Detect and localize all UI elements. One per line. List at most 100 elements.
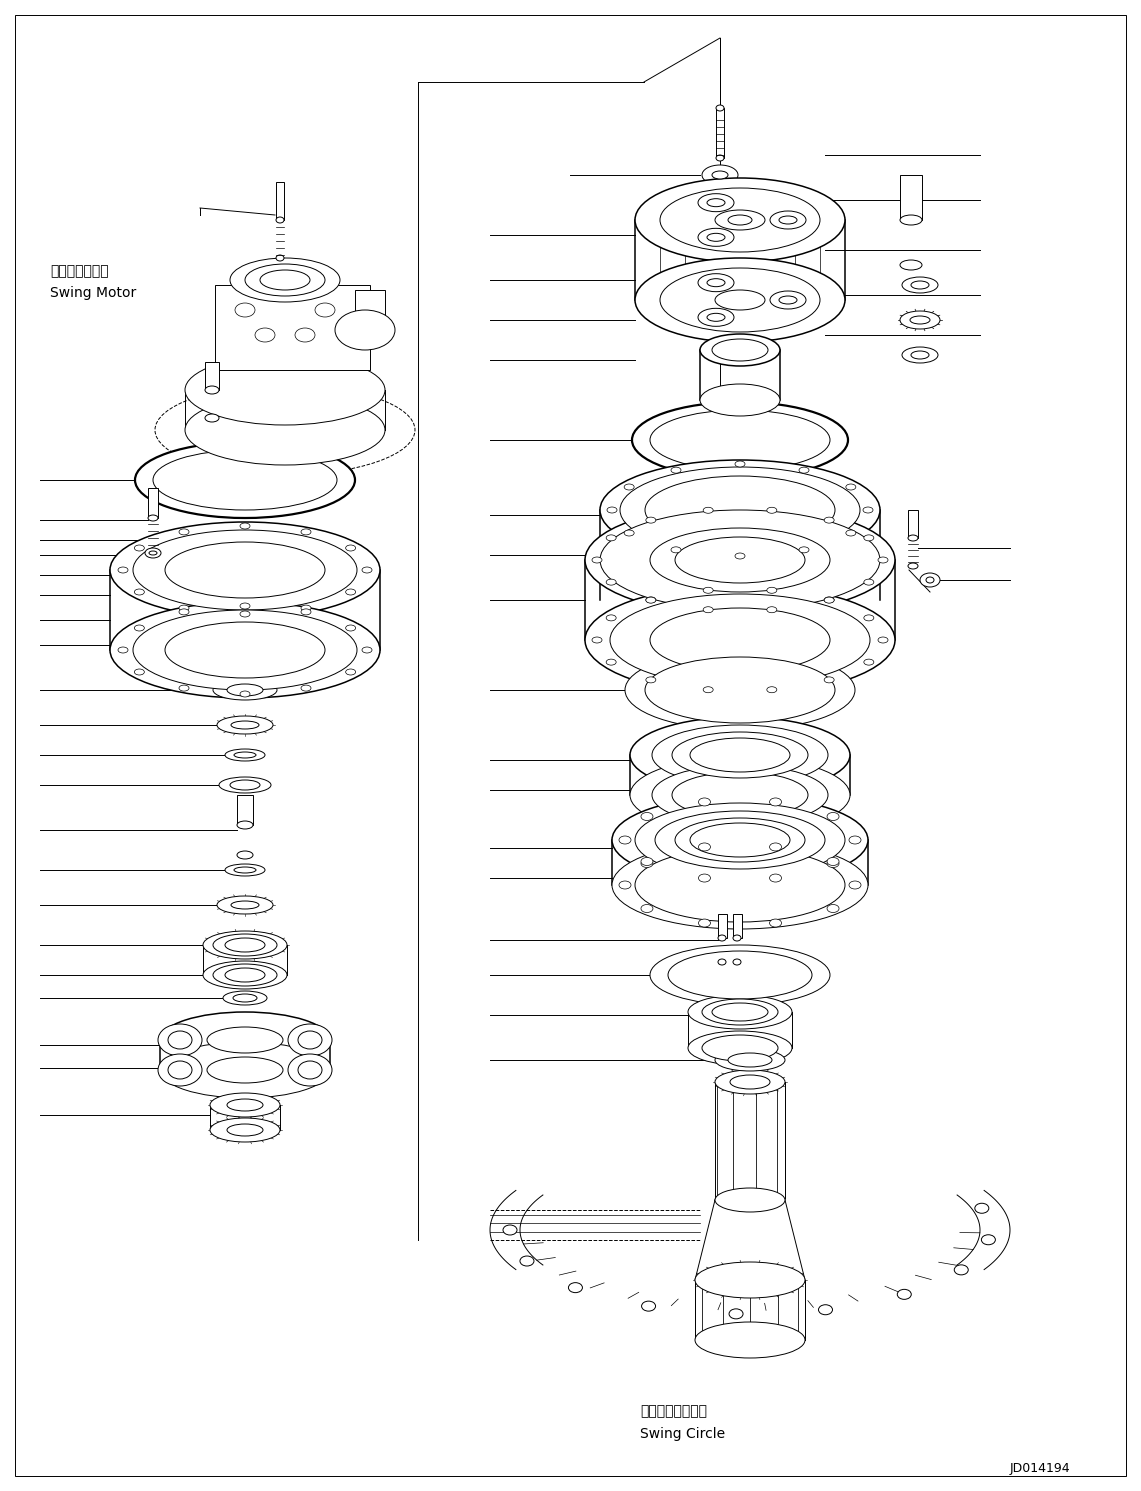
Ellipse shape (240, 523, 250, 529)
Ellipse shape (650, 608, 830, 672)
Bar (237, 795, 253, 825)
Ellipse shape (254, 328, 275, 341)
Ellipse shape (779, 216, 798, 224)
Ellipse shape (237, 822, 253, 829)
Ellipse shape (688, 994, 792, 1029)
Ellipse shape (600, 510, 880, 610)
Ellipse shape (185, 355, 385, 425)
Ellipse shape (315, 303, 335, 318)
Ellipse shape (698, 228, 734, 246)
Ellipse shape (672, 772, 808, 819)
Ellipse shape (165, 543, 325, 598)
Ellipse shape (707, 198, 725, 207)
Ellipse shape (203, 962, 288, 989)
Ellipse shape (729, 1309, 743, 1320)
Ellipse shape (118, 567, 128, 573)
Ellipse shape (600, 461, 880, 561)
Ellipse shape (133, 529, 357, 610)
Ellipse shape (698, 918, 711, 927)
Ellipse shape (652, 765, 828, 825)
Ellipse shape (695, 1323, 806, 1358)
Ellipse shape (712, 1003, 768, 1021)
Ellipse shape (620, 467, 860, 553)
Bar (215, 285, 370, 370)
Ellipse shape (625, 650, 855, 731)
Ellipse shape (671, 467, 681, 473)
Ellipse shape (703, 587, 713, 593)
Ellipse shape (717, 155, 725, 161)
Ellipse shape (767, 687, 777, 693)
Ellipse shape (735, 461, 745, 467)
Ellipse shape (276, 255, 284, 261)
Ellipse shape (671, 547, 681, 553)
Ellipse shape (824, 596, 834, 602)
Ellipse shape (624, 529, 634, 535)
Ellipse shape (652, 725, 828, 784)
Ellipse shape (168, 1030, 192, 1050)
Ellipse shape (234, 751, 256, 757)
Ellipse shape (641, 857, 653, 865)
Ellipse shape (908, 564, 919, 570)
Ellipse shape (818, 1305, 833, 1315)
Ellipse shape (135, 589, 145, 595)
Ellipse shape (630, 757, 850, 833)
Ellipse shape (520, 1255, 534, 1266)
Ellipse shape (770, 291, 806, 309)
Ellipse shape (210, 1118, 280, 1142)
Ellipse shape (612, 841, 868, 929)
Ellipse shape (920, 573, 940, 587)
Ellipse shape (288, 1024, 332, 1056)
Ellipse shape (636, 804, 845, 877)
Ellipse shape (235, 303, 254, 318)
Ellipse shape (702, 999, 778, 1024)
Ellipse shape (827, 905, 839, 912)
Ellipse shape (148, 514, 157, 520)
Ellipse shape (864, 659, 874, 665)
Ellipse shape (298, 1030, 322, 1050)
Text: Swing Motor: Swing Motor (50, 286, 136, 300)
Ellipse shape (160, 1012, 330, 1068)
Ellipse shape (900, 259, 922, 270)
Ellipse shape (769, 842, 782, 851)
Ellipse shape (903, 277, 938, 294)
Ellipse shape (225, 968, 265, 983)
Text: スイングサークル: スイングサークル (640, 1405, 707, 1418)
Ellipse shape (712, 171, 728, 179)
Ellipse shape (767, 587, 777, 593)
Ellipse shape (650, 528, 830, 592)
Ellipse shape (827, 859, 839, 868)
Ellipse shape (698, 194, 734, 212)
Ellipse shape (301, 529, 311, 535)
Ellipse shape (276, 218, 284, 224)
Ellipse shape (135, 669, 145, 675)
Ellipse shape (203, 930, 288, 959)
Ellipse shape (210, 1093, 280, 1117)
Ellipse shape (900, 312, 940, 330)
Ellipse shape (620, 881, 631, 889)
Ellipse shape (703, 607, 713, 613)
Ellipse shape (770, 212, 806, 230)
Ellipse shape (225, 863, 265, 877)
Ellipse shape (298, 1062, 322, 1079)
Ellipse shape (217, 896, 273, 914)
Ellipse shape (260, 270, 310, 291)
Ellipse shape (207, 1057, 283, 1082)
Ellipse shape (824, 677, 834, 683)
Ellipse shape (606, 614, 616, 620)
Ellipse shape (646, 517, 656, 523)
Ellipse shape (585, 584, 895, 695)
Ellipse shape (974, 1203, 989, 1214)
Ellipse shape (585, 505, 895, 614)
Bar (717, 107, 725, 158)
Ellipse shape (954, 1264, 969, 1275)
Ellipse shape (607, 507, 617, 513)
Ellipse shape (769, 918, 782, 927)
Ellipse shape (237, 851, 253, 859)
Ellipse shape (900, 215, 922, 225)
Ellipse shape (296, 328, 315, 341)
Ellipse shape (703, 507, 713, 513)
Ellipse shape (592, 637, 602, 643)
Ellipse shape (645, 658, 835, 723)
Bar (205, 362, 219, 391)
Ellipse shape (160, 1042, 330, 1097)
